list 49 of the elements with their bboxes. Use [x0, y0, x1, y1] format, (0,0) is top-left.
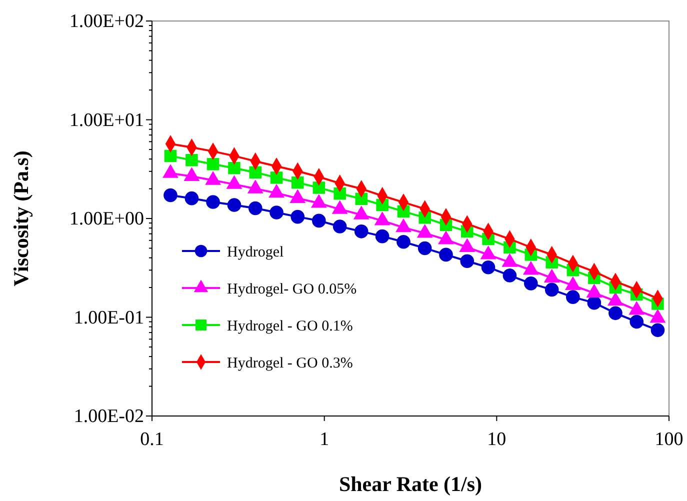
- x-tick-label: 10: [487, 428, 506, 450]
- point: [587, 296, 602, 310]
- legend-label: Hydrogel- GO 0.05%: [227, 281, 357, 298]
- point: [334, 187, 346, 200]
- point: [186, 154, 198, 166]
- point: [249, 166, 262, 179]
- point: [164, 188, 178, 202]
- point: [396, 234, 410, 249]
- point: [439, 248, 453, 262]
- x-tick-label: 1: [320, 428, 330, 450]
- point: [248, 201, 262, 216]
- point: [354, 224, 368, 238]
- x-axis-title: Shear Rate (1/s): [338, 472, 482, 496]
- point: [206, 195, 220, 209]
- point: [270, 172, 283, 184]
- point: [502, 268, 517, 282]
- point: [228, 162, 240, 174]
- y-tick-label: 1.00E-02: [74, 406, 144, 428]
- point: [355, 192, 368, 206]
- x-tick-label: 100: [654, 428, 684, 450]
- point: [544, 282, 559, 297]
- point: [566, 290, 580, 304]
- point: [312, 214, 326, 228]
- legend-label: Hydrogel - GO 0.1%: [227, 318, 353, 334]
- point: [375, 229, 390, 244]
- point: [460, 254, 474, 268]
- point: [630, 314, 644, 329]
- point: [332, 220, 347, 234]
- point: [312, 182, 326, 194]
- point: [481, 260, 496, 274]
- point: [184, 191, 199, 206]
- legend-label: Hydrogel: [227, 244, 284, 260]
- y-tick-label: 1.00E+00: [69, 208, 144, 230]
- y-axis-title: Viscosity (Pa.s): [9, 150, 33, 286]
- point: [608, 306, 622, 320]
- y-tick-label: 1.00E+02: [69, 11, 144, 32]
- point: [164, 150, 177, 162]
- point: [290, 210, 305, 224]
- point: [524, 276, 538, 290]
- point: [270, 206, 284, 220]
- point: [227, 198, 242, 212]
- point: [418, 241, 432, 256]
- point: [292, 176, 304, 189]
- point: [206, 158, 220, 170]
- point: [650, 323, 665, 338]
- legend-label: Hydrogel - GO 0.3%: [227, 355, 353, 372]
- x-tick-label: 0.1: [140, 428, 164, 450]
- y-tick-label: 1.00E-01: [74, 307, 144, 328]
- y-tick-label: 1.00E+01: [69, 110, 144, 131]
